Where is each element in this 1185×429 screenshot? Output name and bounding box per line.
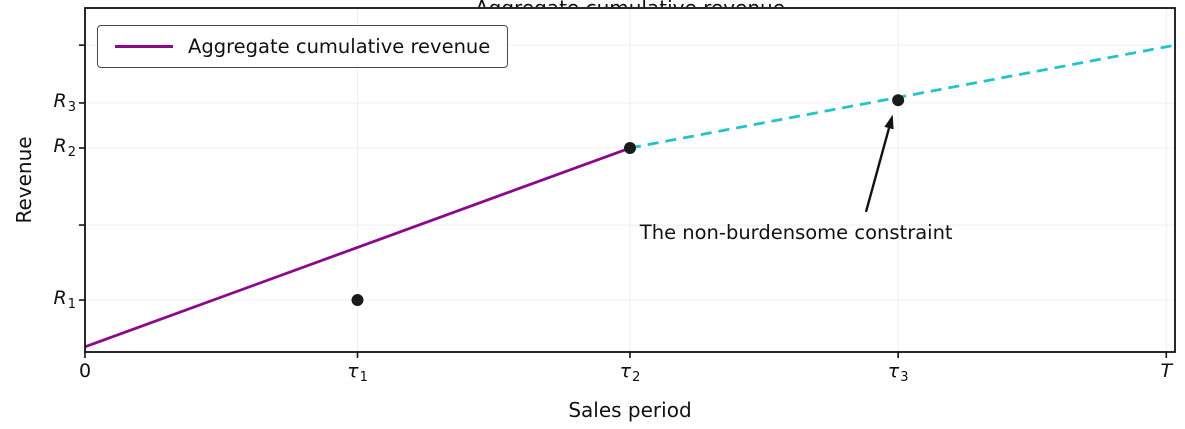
annotation-arrow-shaft <box>864 127 891 213</box>
data-point-marker <box>351 294 364 307</box>
x-tick-label: 0 <box>78 360 92 382</box>
x-tick-label: τ1 <box>347 360 368 385</box>
revenue-line <box>84 146 631 349</box>
x-tick-label: τ3 <box>887 360 909 385</box>
x-tick-label: τ2 <box>619 360 641 385</box>
y-tick-label: R2 <box>53 135 76 160</box>
y-tick-label: R3 <box>53 89 76 115</box>
data-point-marker <box>892 94 905 107</box>
legend-line-swatch <box>115 45 173 49</box>
x-axis-label: Sales period <box>568 398 692 422</box>
legend: Aggregate cumulative revenue <box>97 25 509 69</box>
y-tick-label: R1 <box>53 287 76 313</box>
x-tick-label: T <box>1160 360 1173 382</box>
annotation-text: The non-burdensome constraint <box>639 220 953 244</box>
data-point-marker <box>624 142 636 155</box>
annotation-arrow-head <box>884 114 894 130</box>
legend-label: Aggregate cumulative revenue <box>188 35 491 58</box>
